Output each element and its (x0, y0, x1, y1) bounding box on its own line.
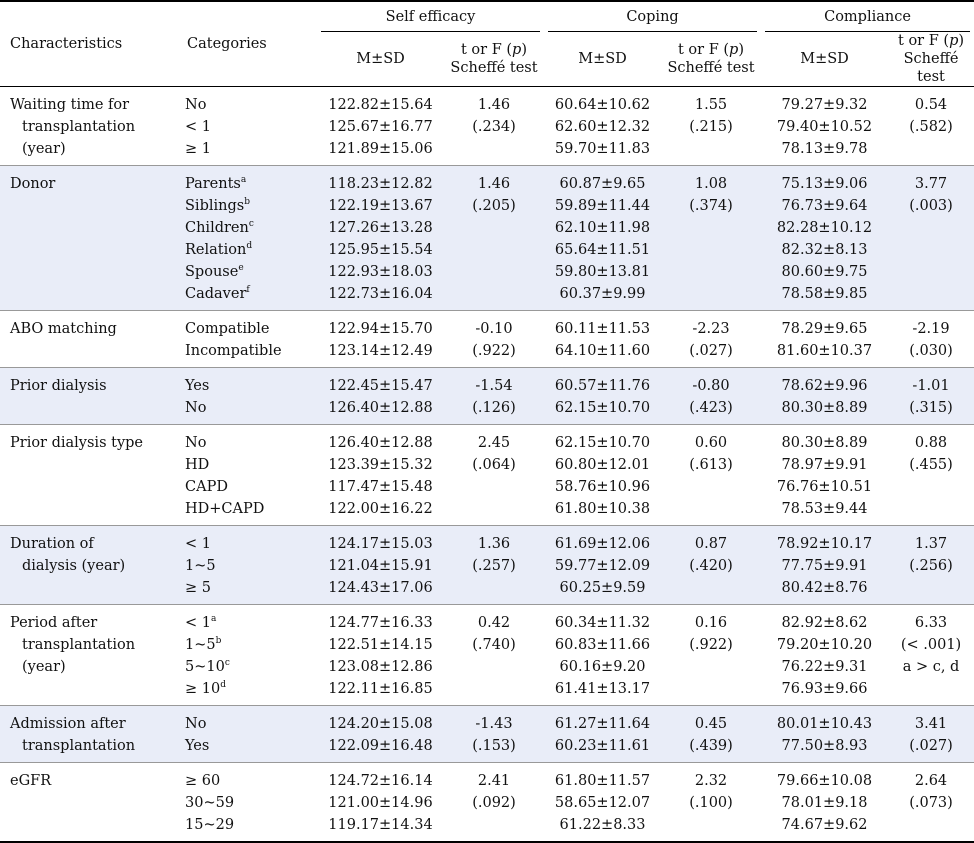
coping-values: 60.57±11.76 62.15±10.70 (554, 378, 651, 416)
coping-values: 61.69±12.06 59.77±12.09 60.25±9.59 (554, 536, 651, 596)
category-cell: Compatible Incompatible (185, 321, 282, 359)
category-cell: Yes No (185, 378, 210, 416)
table-row: Donor Parentsa Siblingsb Childrenc Relationd… (0, 165, 974, 311)
category-cell: No < 1 ≥ 1 (185, 97, 211, 157)
coping-values: 60.87±9.65 59.89±11.44 62.10±11.98 65.64±11… (554, 176, 651, 302)
table-row: Admission after transplantation No Yes 124.2… (0, 705, 974, 763)
self-efficacy-values: 122.45±15.47 126.40±12.88 (328, 378, 433, 416)
compliance-values: 80.01±10.43 77.50±8.93 (776, 716, 873, 754)
characteristic-cell: eGFR (10, 773, 52, 789)
coping-test: 0.60 (.613) (689, 435, 733, 473)
table-body: Waiting time for transplantation (year) No <… (0, 87, 974, 842)
coping-test: 0.16 (.922) (689, 615, 733, 653)
compliance-test: 0.54 (.582) (909, 97, 953, 135)
header-categories: Categories (177, 0, 317, 87)
self-efficacy-values: 118.23±12.82 122.19±13.67 127.26±13.28 125.… (328, 176, 433, 302)
self-efficacy-test: 2.45 (.064) (472, 435, 516, 473)
characteristic-cell: ABO matching (10, 321, 117, 337)
coping-test: 0.87 (.420) (689, 536, 733, 574)
characteristic-cell: Duration of dialysis (year) (10, 536, 126, 574)
coping-values: 60.11±11.53 64.10±11.60 (554, 321, 651, 359)
characteristic-cell: Donor (10, 176, 56, 192)
compliance-test: 3.77 (.003) (909, 176, 953, 214)
compliance-test: -2.19 (.030) (909, 321, 953, 359)
header-test: t or F (p) Scheffé test (888, 32, 974, 87)
category-cell: No HD CAPD HD+CAPD (185, 435, 265, 517)
self-efficacy-values: 126.40±12.88 123.39±15.32 117.47±15.48 122.… (328, 435, 433, 517)
category-cell: < 1 1~5 ≥ 5 (185, 536, 216, 596)
compliance-values: 79.27±9.32 79.40±10.52 78.13±9.78 (776, 97, 873, 157)
compliance-values: 82.92±8.62 79.20±10.20 76.22±9.31 76.93±9.6… (776, 615, 873, 697)
table-row: eGFR ≥ 60 30~59 15~29 124.72±16.14 121.00±14.… (0, 763, 974, 842)
category-cell: < 1a 1~5b 5~10c ≥ 10d (185, 614, 230, 697)
characteristic-cell: Prior dialysis type (10, 435, 143, 451)
compliance-test: 2.64 (.073) (909, 773, 953, 811)
compliance-values: 80.30±8.89 78.97±9.91 76.76±10.51 78.53±9.4… (776, 435, 873, 517)
table-row: Period after transplantation (year) < 1a 1~5… (0, 605, 974, 706)
coping-values: 61.80±11.57 58.65±12.07 61.22±8.33 (554, 773, 651, 833)
header-coping: Coping (544, 0, 762, 32)
compliance-values: 78.62±9.96 80.30±8.89 (781, 378, 868, 416)
compliance-test: 1.37 (.256) (909, 536, 953, 574)
self-efficacy-test: -0.10 (.922) (472, 321, 516, 359)
compliance-test: -1.01 (.315) (909, 378, 953, 416)
table-row: Prior dialysis type No HD CAPD HD+CAPD 126.40… (0, 425, 974, 526)
coping-values: 61.27±11.64 60.23±11.61 (554, 716, 651, 754)
header-test: t or F (p) Scheffé test (444, 32, 545, 87)
characteristic-cell: Waiting time for transplantation (year) (10, 97, 136, 157)
table-row: Waiting time for transplantation (year) No <… (0, 87, 974, 166)
coping-test: 1.55 (.215) (689, 97, 733, 135)
compliance-values: 75.13±9.06 76.73±9.64 82.28±10.12 82.32±8.1… (776, 176, 873, 302)
coping-values: 62.15±10.70 60.80±12.01 58.76±10.96 61.80±1… (554, 435, 651, 517)
category-cell: ≥ 60 30~59 15~29 (185, 773, 235, 833)
header-characteristics: Characteristics (0, 0, 177, 87)
table-row: Duration of dialysis (year) < 1 1~5 ≥ 5 124.1… (0, 525, 974, 605)
self-efficacy-test: 2.41 (.092) (472, 773, 516, 811)
table-row: ABO matching Compatible Incompatible 122.94… (0, 311, 974, 368)
compliance-values: 79.66±10.08 78.01±9.18 74.67±9.62 (776, 773, 873, 833)
self-efficacy-test: 1.36 (.257) (472, 536, 516, 574)
self-efficacy-values: 124.20±15.08 122.09±16.48 (328, 716, 433, 754)
characteristic-cell: Admission after transplantation (10, 716, 136, 754)
compliance-test: 6.33 (< .001) a > c, d (900, 615, 962, 675)
header-mean-sd: M±SD (761, 32, 889, 87)
characteristic-cell: Prior dialysis (10, 378, 107, 394)
category-cell: Parentsa Siblingsb Childrenc Relationd Spous… (185, 175, 254, 302)
header-compliance: Compliance (761, 0, 974, 32)
self-efficacy-test: 1.46 (.205) (472, 176, 516, 214)
self-efficacy-test: -1.43 (.153) (472, 716, 516, 754)
compliance-values: 78.92±10.17 77.75±9.91 80.42±8.76 (776, 536, 873, 596)
coping-test: -2.23 (.027) (689, 321, 733, 359)
header-self-efficacy: Self efficacy (317, 0, 545, 32)
self-efficacy-test: 0.42 (.740) (472, 615, 516, 653)
table-row: Prior dialysis Yes No 122.45±15.47 126.40±12… (0, 367, 974, 425)
self-efficacy-test: 1.46 (.234) (472, 97, 516, 135)
coping-test: 1.08 (.374) (689, 176, 733, 214)
self-efficacy-values: 124.72±16.14 121.00±14.96 119.17±14.34 (328, 773, 433, 833)
compliance-test: 3.41 (.027) (909, 716, 953, 754)
self-efficacy-values: 124.17±15.03 121.04±15.91 124.43±17.06 (328, 536, 433, 596)
self-efficacy-test: -1.54 (.126) (472, 378, 516, 416)
characteristic-cell: Period after transplantation (year) (10, 615, 136, 675)
compliance-test: 0.88 (.455) (909, 435, 953, 473)
compliance-values: 78.29±9.65 81.60±10.37 (776, 321, 873, 359)
coping-values: 60.64±10.62 62.60±12.32 59.70±11.83 (554, 97, 651, 157)
header-mean-sd: M±SD (544, 32, 662, 87)
self-efficacy-values: 122.82±15.64 125.67±16.77 121.89±15.06 (328, 97, 433, 157)
coping-test: 2.32 (.100) (689, 773, 733, 811)
coping-test: 0.45 (.439) (689, 716, 733, 754)
self-efficacy-values: 124.77±16.33 122.51±14.15 123.08±12.86 122.… (328, 615, 433, 697)
self-efficacy-values: 122.94±15.70 123.14±12.49 (328, 321, 433, 359)
category-cell: No Yes (185, 716, 210, 754)
header-test: t or F (p) Scheffé test (661, 32, 762, 87)
header-mean-sd: M±SD (317, 32, 444, 87)
coping-test: -0.80 (.423) (689, 378, 733, 416)
coping-values: 60.34±11.32 60.83±11.66 60.16±9.20 61.41±13… (554, 615, 651, 697)
